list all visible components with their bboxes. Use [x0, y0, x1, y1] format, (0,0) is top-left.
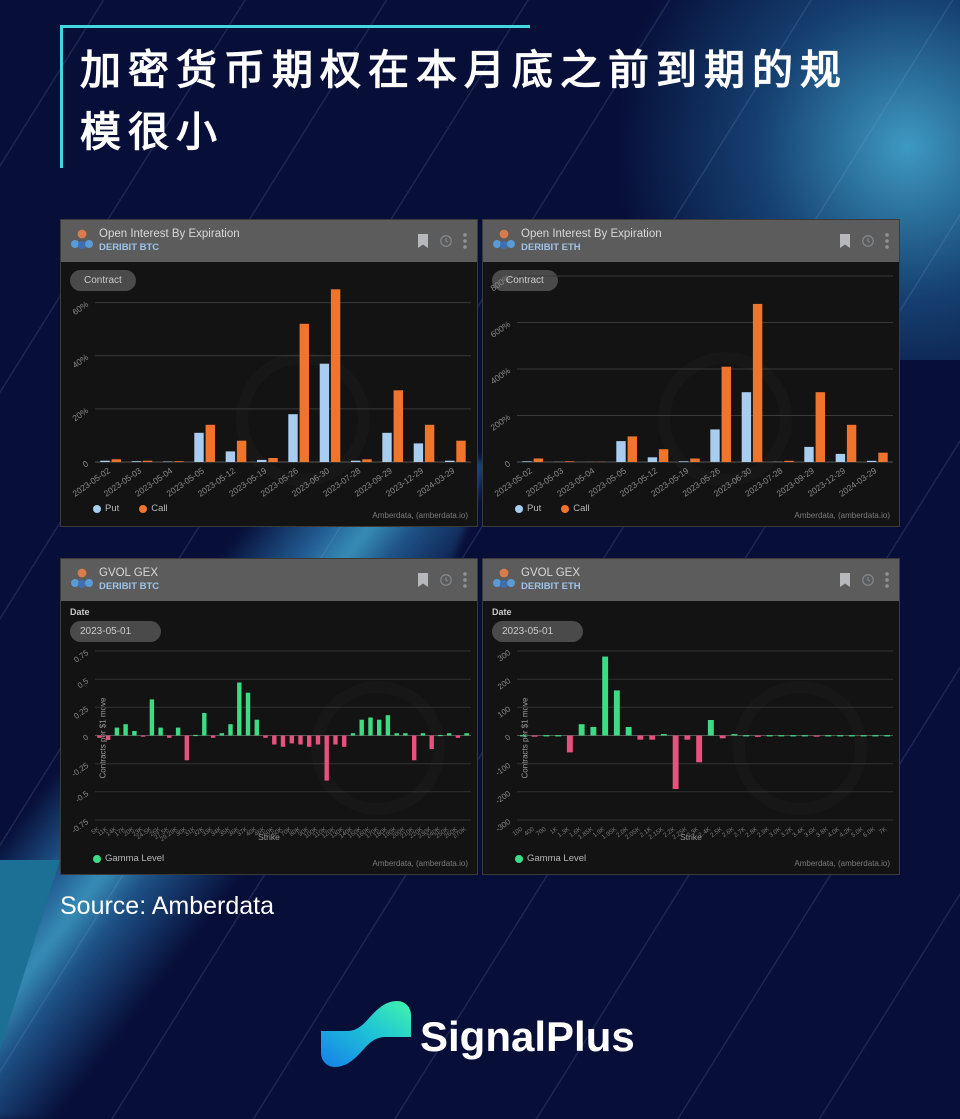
svg-text:-0.75: -0.75	[70, 817, 91, 835]
svg-text:0: 0	[503, 732, 512, 742]
svg-text:-300: -300	[494, 817, 513, 834]
svg-text:200%: 200%	[489, 412, 513, 433]
svg-text:600%: 600%	[489, 319, 513, 340]
svg-text:800%: 800%	[489, 272, 513, 293]
svg-text:-200: -200	[494, 789, 513, 806]
svg-text:300: 300	[496, 648, 513, 663]
svg-text:700: 700	[535, 826, 548, 838]
svg-text:0.5: 0.5	[76, 676, 91, 690]
svg-text:0: 0	[81, 732, 90, 742]
svg-text:40%: 40%	[70, 352, 90, 370]
svg-text:7K: 7K	[878, 825, 889, 836]
svg-text:100: 100	[496, 704, 513, 719]
svg-text:-0.25: -0.25	[70, 761, 91, 779]
svg-text:60%: 60%	[70, 299, 90, 317]
svg-text:6.0K: 6.0K	[862, 825, 877, 839]
svg-text:20%: 20%	[70, 405, 90, 423]
svg-text:0: 0	[503, 458, 513, 469]
svg-text:-100: -100	[494, 761, 513, 778]
svg-text:0.75: 0.75	[72, 648, 90, 665]
svg-text:400%: 400%	[489, 365, 513, 386]
svg-text:0.25: 0.25	[72, 704, 90, 721]
svg-text:-0.5: -0.5	[74, 789, 91, 805]
svg-text:200: 200	[496, 676, 513, 691]
svg-text:0: 0	[81, 458, 91, 469]
